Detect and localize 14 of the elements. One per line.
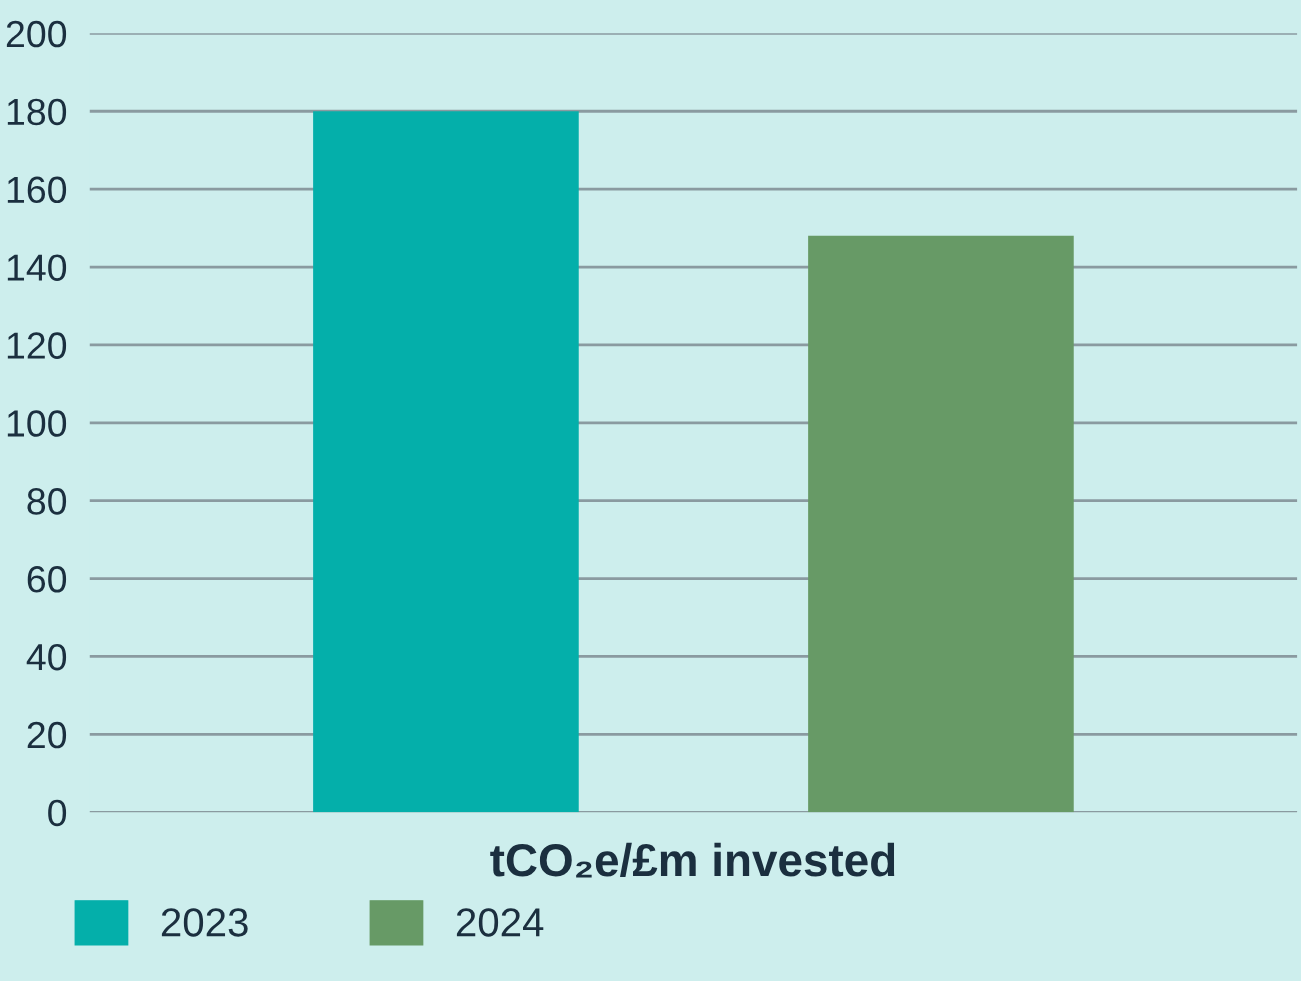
y-tick-label: 60	[27, 566, 67, 593]
y-tick-label: 80	[27, 488, 67, 515]
y-tick-label: 200	[6, 20, 67, 48]
y-tick-label: 120	[7, 332, 67, 359]
legend-label: 2023	[161, 908, 248, 937]
y-tick-label: 100	[7, 410, 67, 437]
y-tick-label: 40	[26, 643, 67, 671]
y-tick-label: 0	[48, 799, 67, 827]
y-tick-label: 140	[7, 254, 67, 281]
x-axis-title: tCO₂e/£m invested	[490, 842, 895, 878]
y-tick-label: 160	[7, 176, 67, 204]
y-tick-label: 20	[27, 721, 67, 749]
y-tick-label: 180	[7, 98, 67, 126]
legend-label: 2024	[456, 908, 544, 937]
